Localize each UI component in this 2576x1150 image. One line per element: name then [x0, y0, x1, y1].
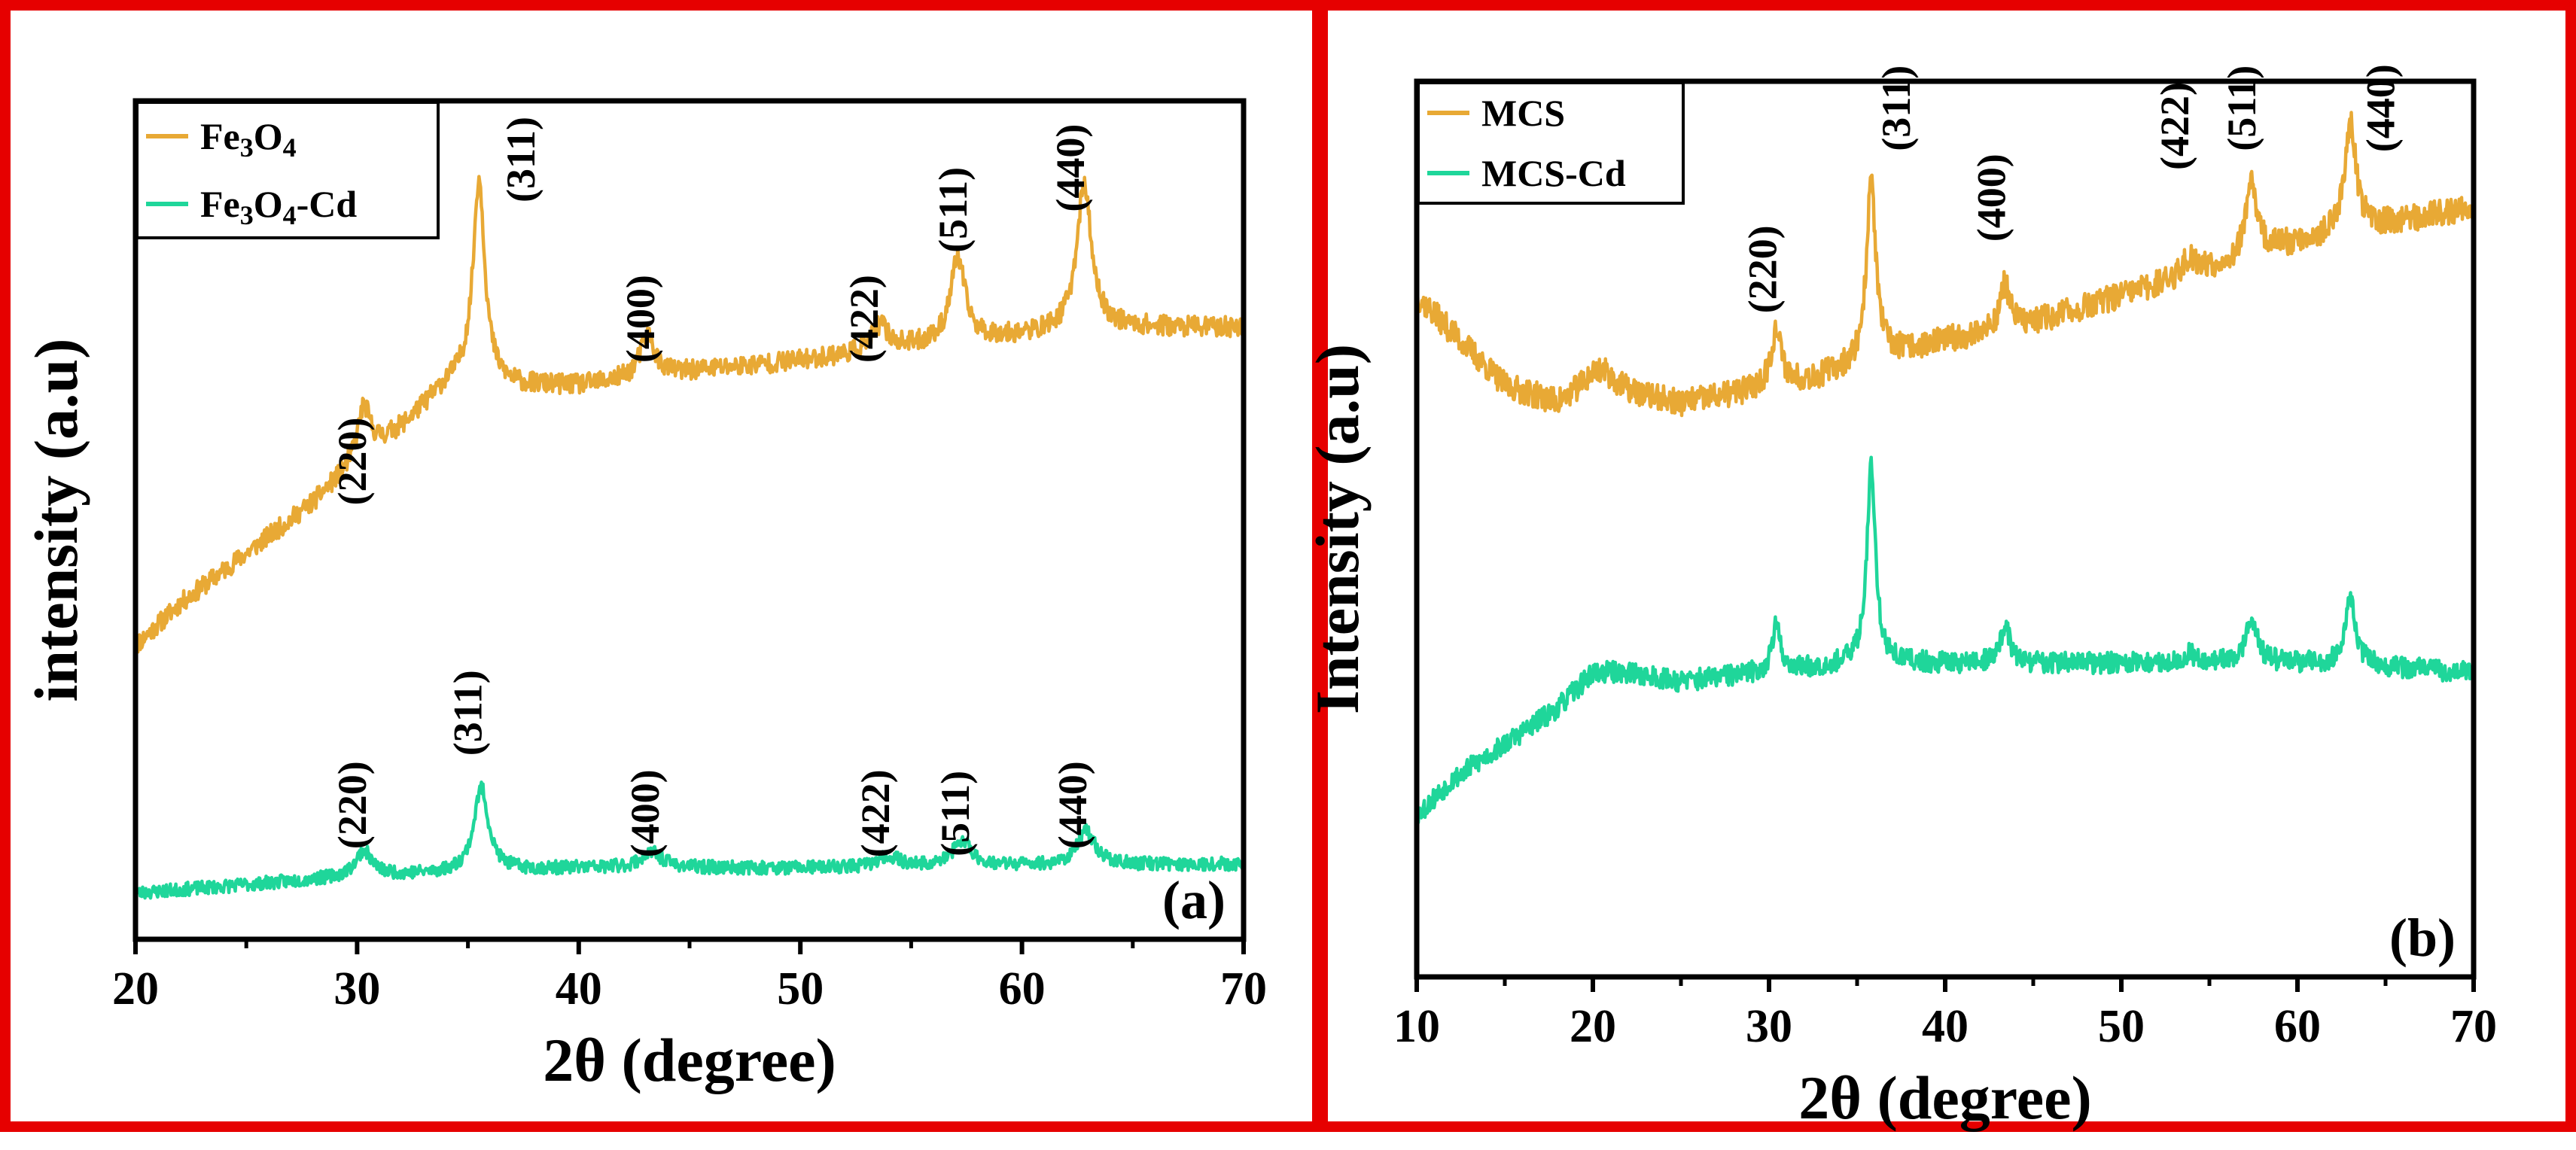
panel-b: 10 20 30 40 50 60 70 2θ (degree) Intensity (a.u)… [1303, 64, 2497, 1132]
peak-label: (220) [330, 761, 375, 849]
legend-label: MCS-Cd [1481, 152, 1626, 194]
peak-label: (440) [1048, 124, 1093, 212]
y-axis-title: intensity (a.u) [22, 339, 90, 702]
x-tick-label: 20 [112, 963, 159, 1015]
legend-subscript: 4 [283, 200, 297, 230]
panel-label: (a) [1162, 870, 1226, 930]
x-tick-label: 50 [777, 963, 824, 1015]
peak-label: (422) [842, 275, 887, 363]
peak-label: (400) [623, 769, 668, 857]
peak-label: (511) [930, 167, 976, 253]
peak-label: (311) [445, 670, 490, 756]
legend-text-part: -Cd [297, 183, 358, 225]
peak-label: (511) [933, 771, 978, 856]
peak-label: (311) [1874, 65, 1919, 151]
legend-text-part: O [254, 115, 283, 157]
peak-label: (422) [853, 769, 898, 857]
legend-subscript: 4 [283, 132, 297, 163]
x-tick-label: 30 [333, 963, 380, 1015]
series-line-2 [133, 780, 1246, 900]
legend: MCS MCS-Cd [1417, 81, 1685, 205]
x-axis-title: 2θ (degree) [543, 1026, 836, 1094]
peak-label: (400) [618, 275, 663, 363]
x-axis-title: 2θ (degree) [1798, 1063, 2092, 1132]
x-tick-label: 40 [556, 963, 602, 1015]
legend-subscript: 3 [240, 132, 254, 163]
x-tick-label: 70 [2450, 1001, 2497, 1052]
panel-label: (b) [2389, 908, 2456, 968]
legend-box [1417, 81, 1685, 205]
y-axis-title: Intensity (a.u) [1303, 344, 1372, 714]
x-tick-label: 70 [1220, 963, 1267, 1015]
plot-area-border [1414, 78, 2477, 980]
peak-label: (440) [1050, 761, 1095, 849]
x-tick-label: 60 [999, 963, 1046, 1015]
legend-text-part: MCS-Cd [1481, 152, 1626, 194]
legend-label: Fe3O4 [200, 115, 297, 163]
frame-right [1317, 0, 2576, 1132]
series-line-2 [1414, 455, 2476, 826]
peak-label: (400) [1969, 154, 2014, 242]
series-line-1 [1414, 111, 2476, 418]
legend-box [135, 101, 440, 239]
x-tick-label: 10 [1393, 1001, 1440, 1052]
peak-label: (311) [498, 117, 544, 202]
legend-text-part: Fe [200, 183, 240, 225]
peak-label: (422) [2152, 82, 2197, 170]
x-tick-label: 20 [1570, 1001, 1616, 1052]
x-tick-label: 50 [2098, 1001, 2145, 1052]
legend-label: MCS [1481, 92, 1565, 134]
x-tick-label: 60 [2274, 1001, 2321, 1052]
peak-label: (220) [1740, 225, 1785, 313]
legend-subscript: 3 [240, 200, 254, 230]
series-line-1 [134, 175, 1246, 654]
legend-text-part: Fe [200, 115, 240, 157]
x-tick-label: 40 [1922, 1001, 1969, 1052]
peak-label: (220) [330, 418, 375, 506]
legend-label: Fe3O4-Cd [200, 183, 357, 230]
peak-label: (511) [2219, 65, 2264, 151]
legend-text-part: MCS [1481, 92, 1565, 134]
legend-text-part: O [254, 183, 283, 225]
panel-a: 20 30 40 50 60 70 2θ (degree) intensity (a.u) (2… [22, 98, 1267, 1094]
peak-label: (440) [2358, 64, 2404, 152]
x-tick-label: 30 [1746, 1001, 1792, 1052]
